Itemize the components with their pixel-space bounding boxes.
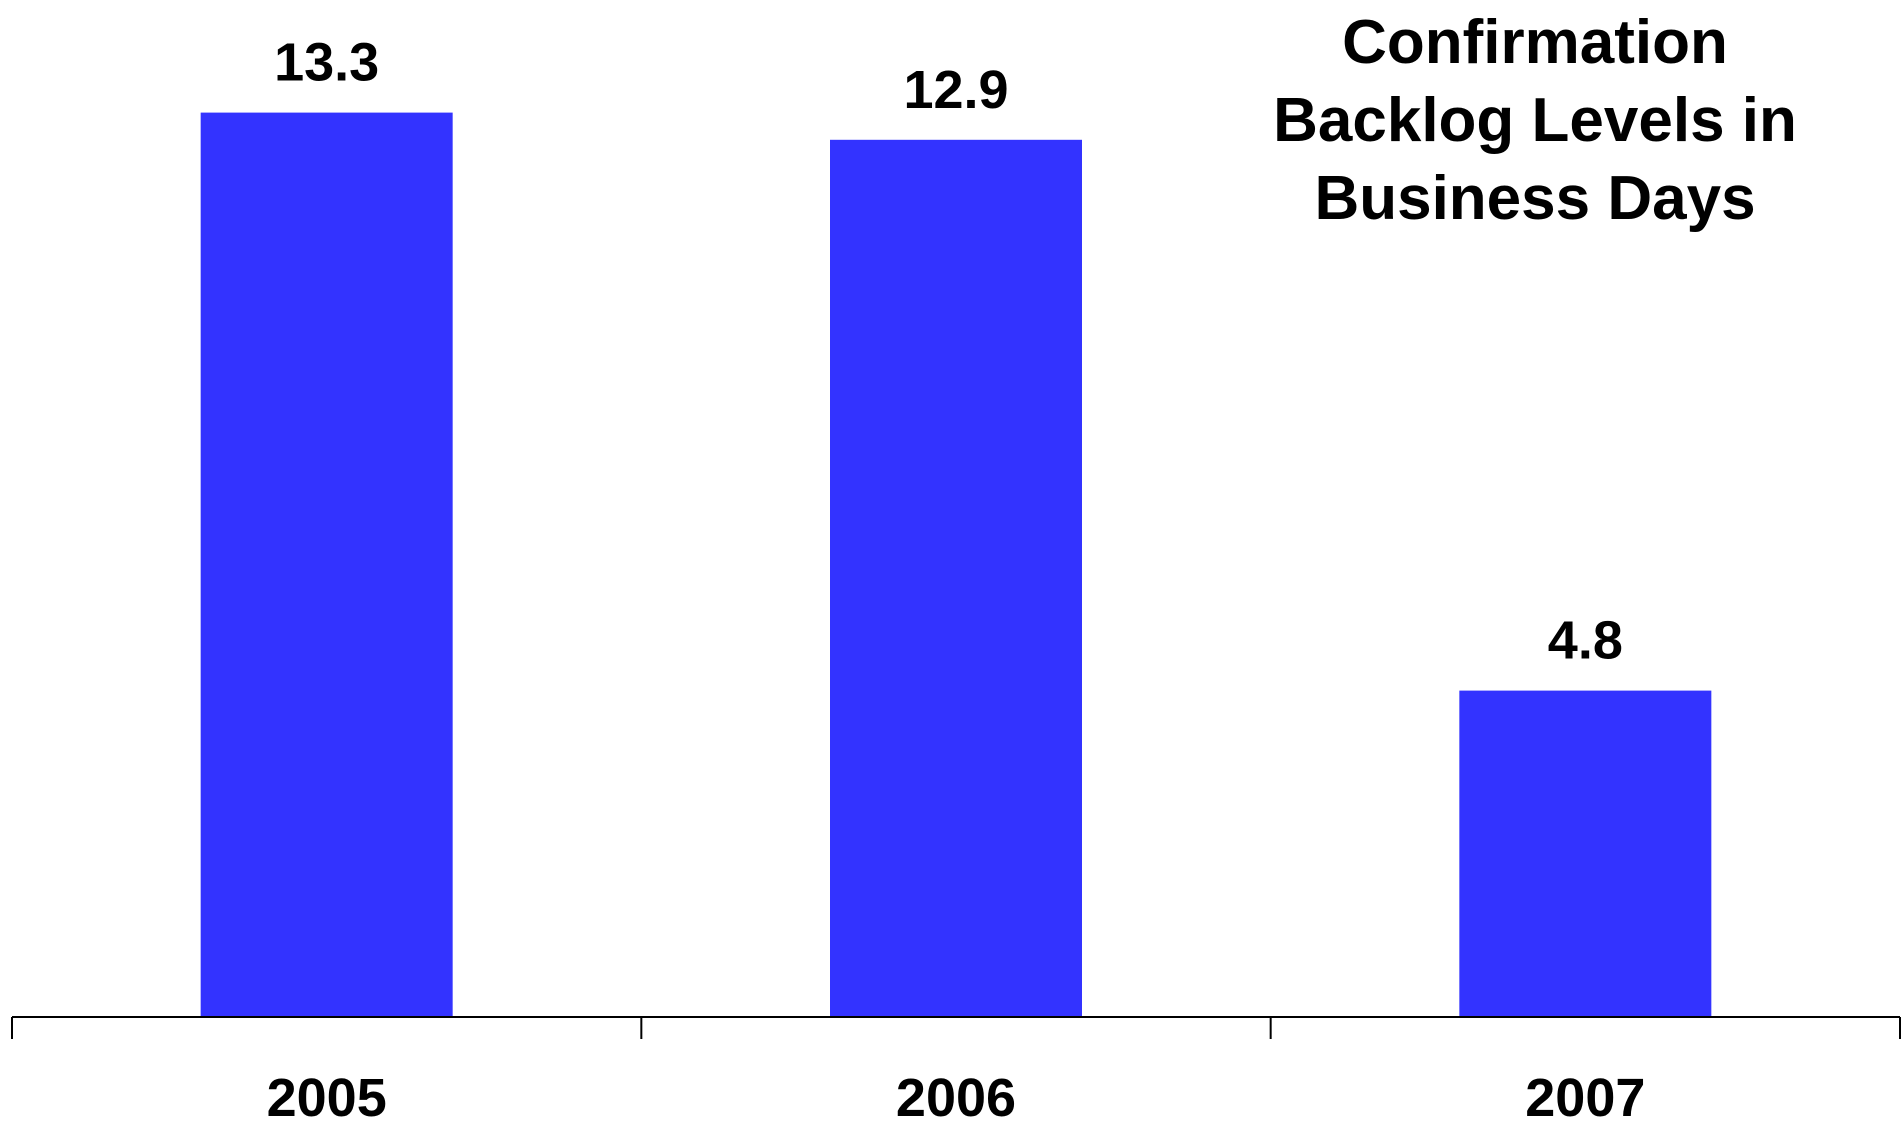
data-label-2005: 13.3 [274, 33, 379, 93]
x-tick-label-2007: 2007 [1525, 1068, 1645, 1119]
x-tick-label-2006: 2006 [896, 1068, 1016, 1119]
chart-title-line-2: Backlog Levels in [1273, 86, 1797, 155]
bar-2007 [1459, 690, 1712, 1017]
chart-title: Confirmation Backlog Levels in Business … [1245, 4, 1825, 238]
data-label-2007: 4.8 [1548, 611, 1623, 671]
bar-2005 [200, 112, 453, 1018]
data-label-2006: 12.9 [903, 60, 1008, 120]
chart-title-line-3: Business Days [1314, 164, 1756, 233]
chart-title-line-1: Confirmation [1342, 8, 1728, 77]
bar-2006 [830, 139, 1082, 1018]
x-tick-label-2005: 2005 [267, 1068, 387, 1119]
